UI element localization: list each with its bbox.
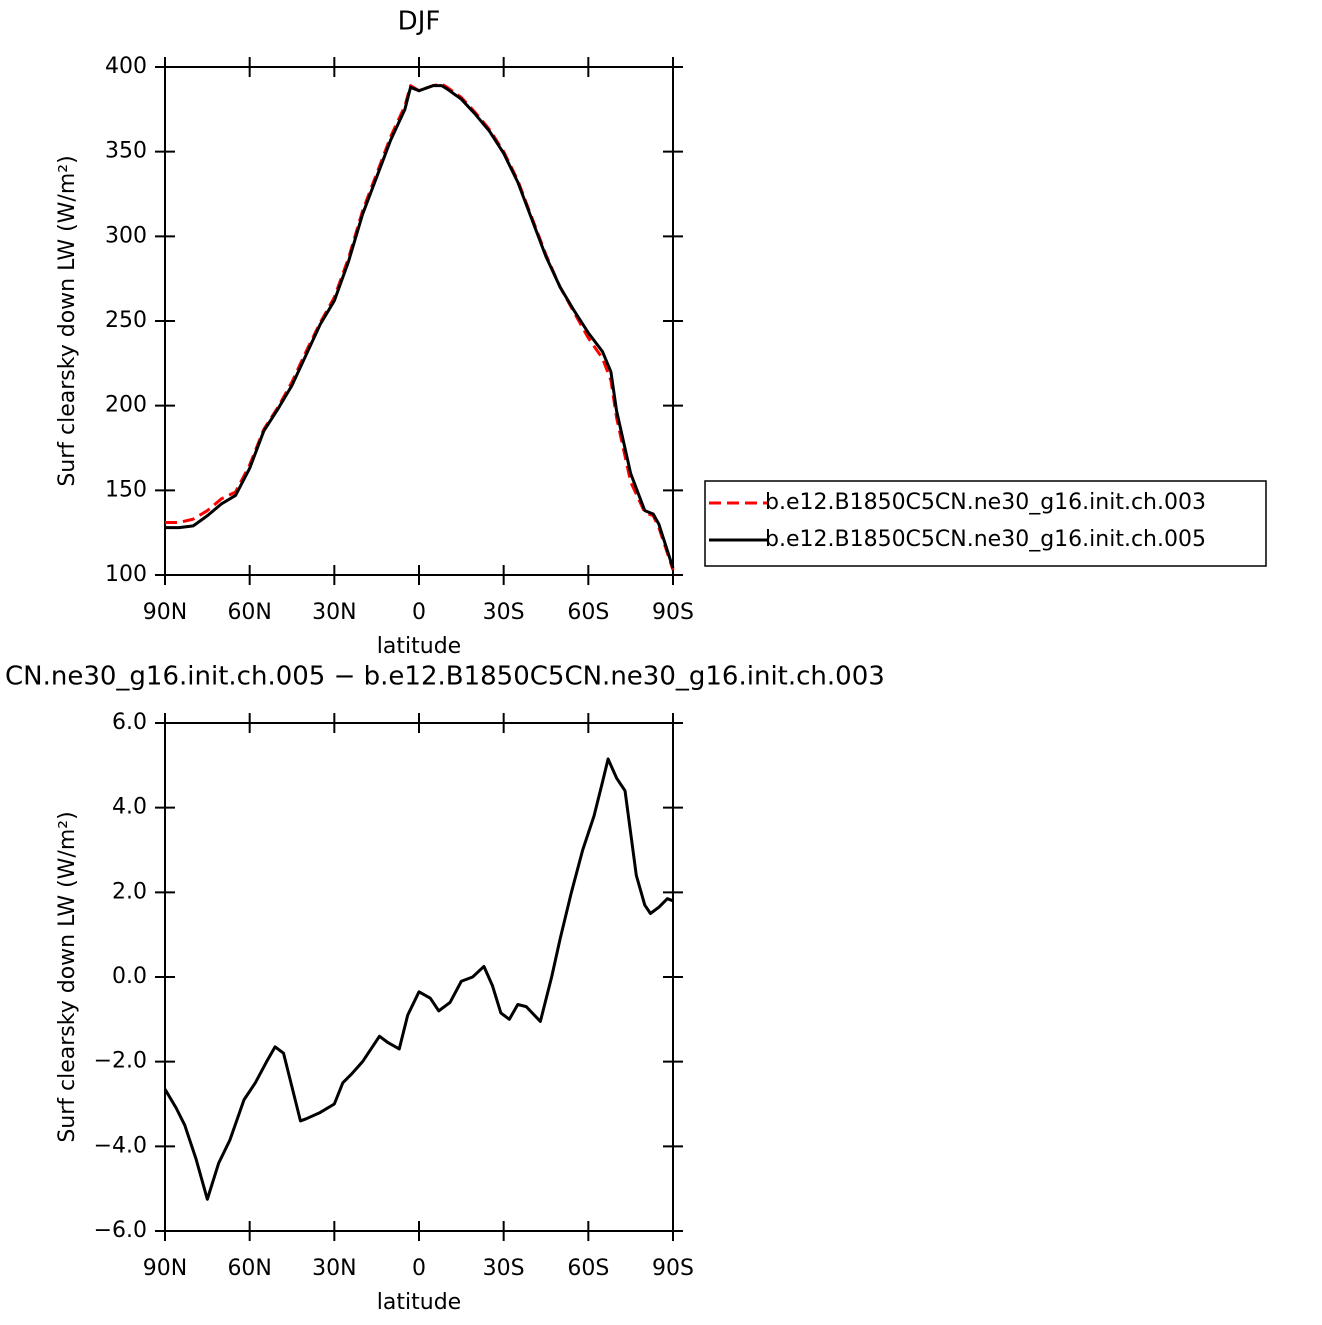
y-tick-label: 0.0: [112, 964, 147, 989]
x-tick-label: 60N: [227, 1256, 271, 1281]
y-tick-label: −2.0: [94, 1049, 147, 1074]
y-axis-label: Surf clearsky down LW (W/m²): [55, 811, 80, 1142]
x-tick-label: 90S: [652, 600, 694, 625]
y-tick-label: −4.0: [94, 1133, 147, 1158]
x-tick-label: 0: [412, 600, 426, 625]
legend-label: b.e12.B1850C5CN.ne30_g16.init.ch.005: [765, 527, 1206, 552]
y-tick-label: 350: [105, 139, 147, 164]
data-line: [163, 757, 674, 1201]
x-axis-label: latitude: [377, 634, 461, 659]
x-tick-label: 30N: [312, 600, 356, 625]
y-tick-label: 150: [105, 477, 147, 502]
data-line: [165, 82, 675, 571]
x-tick-label: 30N: [312, 1256, 356, 1281]
x-tick-label: 90S: [652, 1256, 694, 1281]
x-tick-label: 60S: [567, 1256, 609, 1281]
legend-label: b.e12.B1850C5CN.ne30_g16.init.ch.003: [765, 490, 1206, 515]
x-tick-label: 30S: [483, 1256, 525, 1281]
y-axis-label: Surf clearsky down LW (W/m²): [55, 155, 80, 486]
x-axis-label: latitude: [377, 1290, 461, 1315]
y-tick-label: −6.0: [94, 1218, 147, 1243]
data-line: [165, 84, 675, 569]
y-tick-label: 400: [105, 54, 147, 79]
x-tick-label: 60N: [227, 600, 271, 625]
x-tick-label: 90N: [143, 600, 187, 625]
y-tick-label: 4.0: [112, 795, 147, 820]
plot-frame: [164, 66, 674, 576]
x-tick-label: 60S: [567, 600, 609, 625]
x-tick-label: 30S: [483, 600, 525, 625]
legend-box: [704, 480, 1267, 567]
x-tick-label: 0: [412, 1256, 426, 1281]
y-tick-label: 200: [105, 393, 147, 418]
y-tick-label: 250: [105, 308, 147, 333]
y-tick-label: 300: [105, 223, 147, 248]
y-tick-label: 6.0: [112, 710, 147, 735]
y-tick-label: 2.0: [112, 879, 147, 904]
x-tick-label: 90N: [143, 1256, 187, 1281]
chart-title: DJF: [398, 7, 441, 37]
y-tick-label: 100: [105, 562, 147, 587]
chart-title: CN.ne30_g16.init.ch.005 − b.e12.B1850C5C…: [5, 662, 885, 692]
